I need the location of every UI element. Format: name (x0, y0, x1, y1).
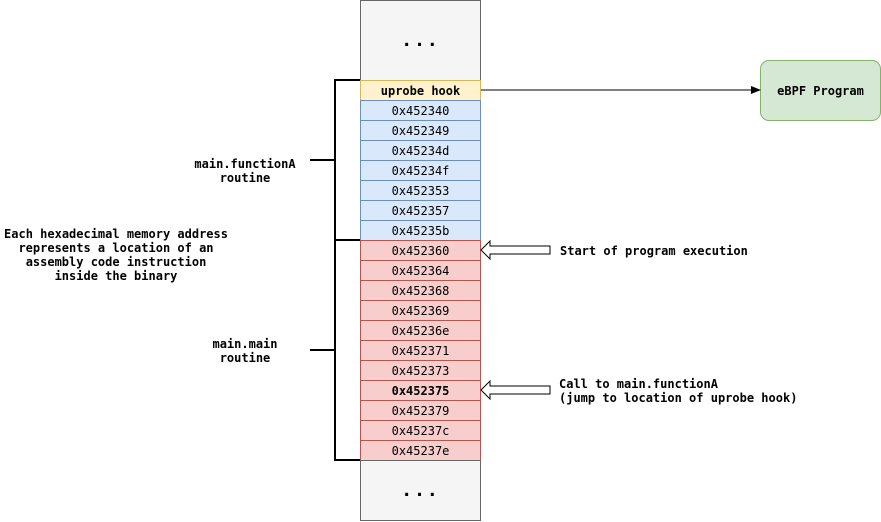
function-a-bracket (310, 79, 360, 241)
function-a-routine-label: main.functionA routine (194, 157, 296, 185)
main-bracket (310, 239, 360, 461)
address-cell: 0x452368 (360, 280, 481, 301)
ebpf-program-box: eBPF Program (760, 60, 881, 121)
address-cell: 0x452340 (360, 100, 481, 121)
address-cell: 0x45234d (360, 140, 481, 161)
memory-ellipsis-bottom: ... (360, 460, 481, 521)
start-arrow (480, 239, 551, 261)
address-cell: 0x45236e (360, 320, 481, 341)
address-cell: 0x452353 (360, 180, 481, 201)
main-routine-label: main.main routine (212, 337, 278, 365)
call-arrow (480, 379, 551, 401)
start-execution-label: Start of program execution (560, 244, 748, 258)
address-cell: 0x452349 (360, 120, 481, 141)
call-function-a-label: Call to main.functionA (jump to location… (559, 377, 798, 405)
address-cell: 0x45237c (360, 420, 481, 441)
address-cell: 0x45237e (360, 440, 481, 461)
memory-ellipsis-top: ... (360, 0, 481, 81)
memory-address-note: Each hexadecimal memory address represen… (4, 227, 228, 283)
